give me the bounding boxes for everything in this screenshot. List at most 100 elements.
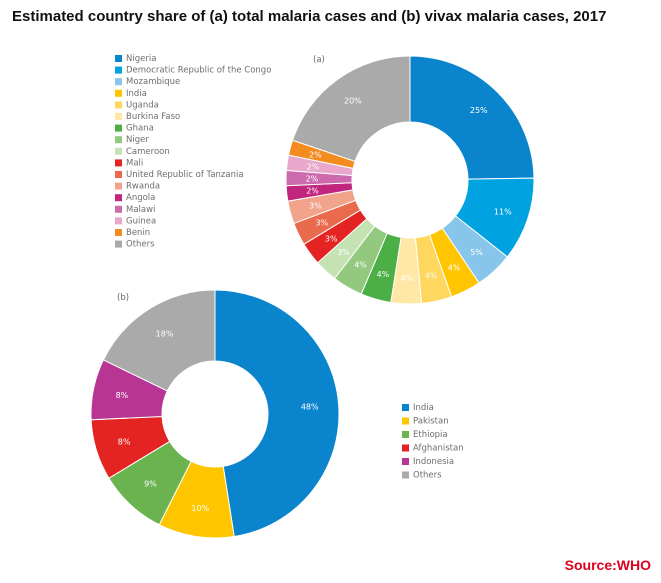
legend-b: India Pakistan Ethiopia Afghanistan Indonesi… xyxy=(402,403,464,481)
data-label-afghanistan: 8% xyxy=(118,438,131,447)
legend-item-india: India xyxy=(402,403,434,413)
data-label-united-republic-of-tanzania: 3% xyxy=(315,219,328,228)
legend-label: Angola xyxy=(126,193,155,203)
legend-label: Mali xyxy=(126,158,143,168)
slice-others xyxy=(291,55,411,163)
legend-item-ghana: Ghana xyxy=(115,124,154,134)
data-label-india: 4% xyxy=(448,264,461,273)
legend-item-mozambique: Mozambique xyxy=(115,77,180,87)
legend-swatch xyxy=(115,171,122,178)
legend-label: Indonesia xyxy=(413,457,454,467)
legend-label: Others xyxy=(413,471,442,481)
legend-item-rwanda: Rwanda xyxy=(115,182,160,192)
data-label-angola: 2% xyxy=(306,187,319,196)
legend-label: Benin xyxy=(126,228,150,238)
data-label-indonesia: 8% xyxy=(116,391,129,400)
legend-swatch xyxy=(115,240,122,248)
legend-item-afghanistan: Afghanistan xyxy=(402,444,464,454)
legend-label: India xyxy=(126,89,147,99)
data-label-nigeria: 25% xyxy=(470,106,488,115)
legend-label: Nigeria xyxy=(126,54,156,64)
data-label-pakistan: 10% xyxy=(191,504,209,513)
legend-label: Niger xyxy=(126,135,149,145)
data-label-burkina-faso: 4% xyxy=(401,274,414,283)
source-note: Source:WHO xyxy=(564,557,651,573)
legend-swatch xyxy=(115,194,122,202)
legend-item-burkina-faso: Burkina Faso xyxy=(115,112,180,122)
legend-swatch xyxy=(402,471,409,479)
legend-swatch xyxy=(115,136,122,144)
legend-swatch xyxy=(115,101,122,109)
slice-india xyxy=(214,289,340,538)
legend-swatch xyxy=(402,431,409,438)
legend-label: Malawi xyxy=(126,205,155,215)
legend-label: Ethiopia xyxy=(413,430,448,440)
legend-item-others: Others xyxy=(402,471,442,481)
legend-item-angola: Angola xyxy=(115,193,155,203)
legend-item-united-republic-of-tanzania: United Republic of Tanzania xyxy=(115,170,244,180)
data-label-democratic-republic-of-the-congo: 11% xyxy=(494,207,512,216)
legend-item-indonesia: Indonesia xyxy=(402,457,454,467)
data-label-ghana: 4% xyxy=(377,270,390,279)
legend-swatch xyxy=(115,113,122,120)
chart-title: Estimated country share of (a) total mal… xyxy=(12,8,607,25)
legend-label: Democratic Republic of the Congo xyxy=(126,66,271,76)
legend-swatch xyxy=(115,217,122,225)
legend-item-ethiopia: Ethiopia xyxy=(402,430,448,440)
legend-label: Afghanistan xyxy=(413,444,464,454)
panel-label: (a) xyxy=(313,55,325,65)
legend-swatch xyxy=(115,147,122,155)
legend-label: Uganda xyxy=(126,100,159,110)
data-label-uganda: 4% xyxy=(425,272,438,281)
donut-chart-b: 48% 10% 9% 8% 8% 18% (b) xyxy=(90,289,340,539)
legend-swatch xyxy=(115,55,122,62)
legend-label: India xyxy=(413,403,434,413)
data-label-others: 20% xyxy=(344,96,362,105)
legend-swatch xyxy=(402,404,409,411)
legend-swatch xyxy=(402,444,409,452)
legend-label: Rwanda xyxy=(126,182,160,192)
legend-label: Cameroon xyxy=(126,147,170,157)
legend-swatch xyxy=(115,229,122,236)
legend-item-pakistan: Pakistan xyxy=(402,417,449,427)
data-label-rwanda: 3% xyxy=(309,202,322,211)
legend-item-niger: Niger xyxy=(115,135,149,145)
legend-item-democratic-republic-of-the-congo: Democratic Republic of the Congo xyxy=(115,66,271,76)
legend-swatch xyxy=(115,205,122,213)
data-label-others: 18% xyxy=(156,330,174,339)
legend-label: Mozambique xyxy=(126,77,180,87)
legend-label: Guinea xyxy=(126,216,156,226)
slice-others xyxy=(102,289,216,392)
legend-item-india: India xyxy=(115,89,147,99)
legend-item-nigeria: Nigeria xyxy=(115,54,156,64)
data-label-malawi: 2% xyxy=(306,174,319,183)
data-label-india: 48% xyxy=(301,403,319,412)
legend-label: United Republic of Tanzania xyxy=(126,170,244,180)
legend-item-others: Others xyxy=(115,240,155,250)
donut-chart-a: 25% 11% 5% 4% 4% 4% 4% 4% 3% 3% 3% 3% 2% 2% 2% 2% 20% (a) xyxy=(285,55,535,305)
legend-item-benin: Benin xyxy=(115,228,150,238)
data-label-ethiopia: 9% xyxy=(144,480,157,489)
data-label-mozambique: 5% xyxy=(470,248,483,257)
panel-label: (b) xyxy=(117,293,129,303)
data-label-niger: 4% xyxy=(354,261,367,270)
data-label-guinea: 2% xyxy=(307,162,320,171)
data-label-mali: 3% xyxy=(325,234,338,243)
legend-item-mali: Mali xyxy=(115,158,143,168)
legend-item-cameroon: Cameroon xyxy=(115,147,170,157)
legend-swatch xyxy=(115,159,122,167)
legend-label: Ghana xyxy=(126,124,154,134)
legend-item-uganda: Uganda xyxy=(115,100,159,110)
slice-nigeria xyxy=(409,55,535,180)
data-label-benin: 2% xyxy=(309,150,322,159)
legend-swatch xyxy=(115,78,122,86)
legend-item-malawi: Malawi xyxy=(115,205,155,215)
data-label-cameroon: 3% xyxy=(337,248,350,257)
legend-swatch xyxy=(115,89,122,97)
legend-label: Pakistan xyxy=(413,417,449,427)
legend-label: Burkina Faso xyxy=(126,112,180,122)
legend-label: Others xyxy=(126,240,155,250)
legend-swatch xyxy=(115,66,122,74)
